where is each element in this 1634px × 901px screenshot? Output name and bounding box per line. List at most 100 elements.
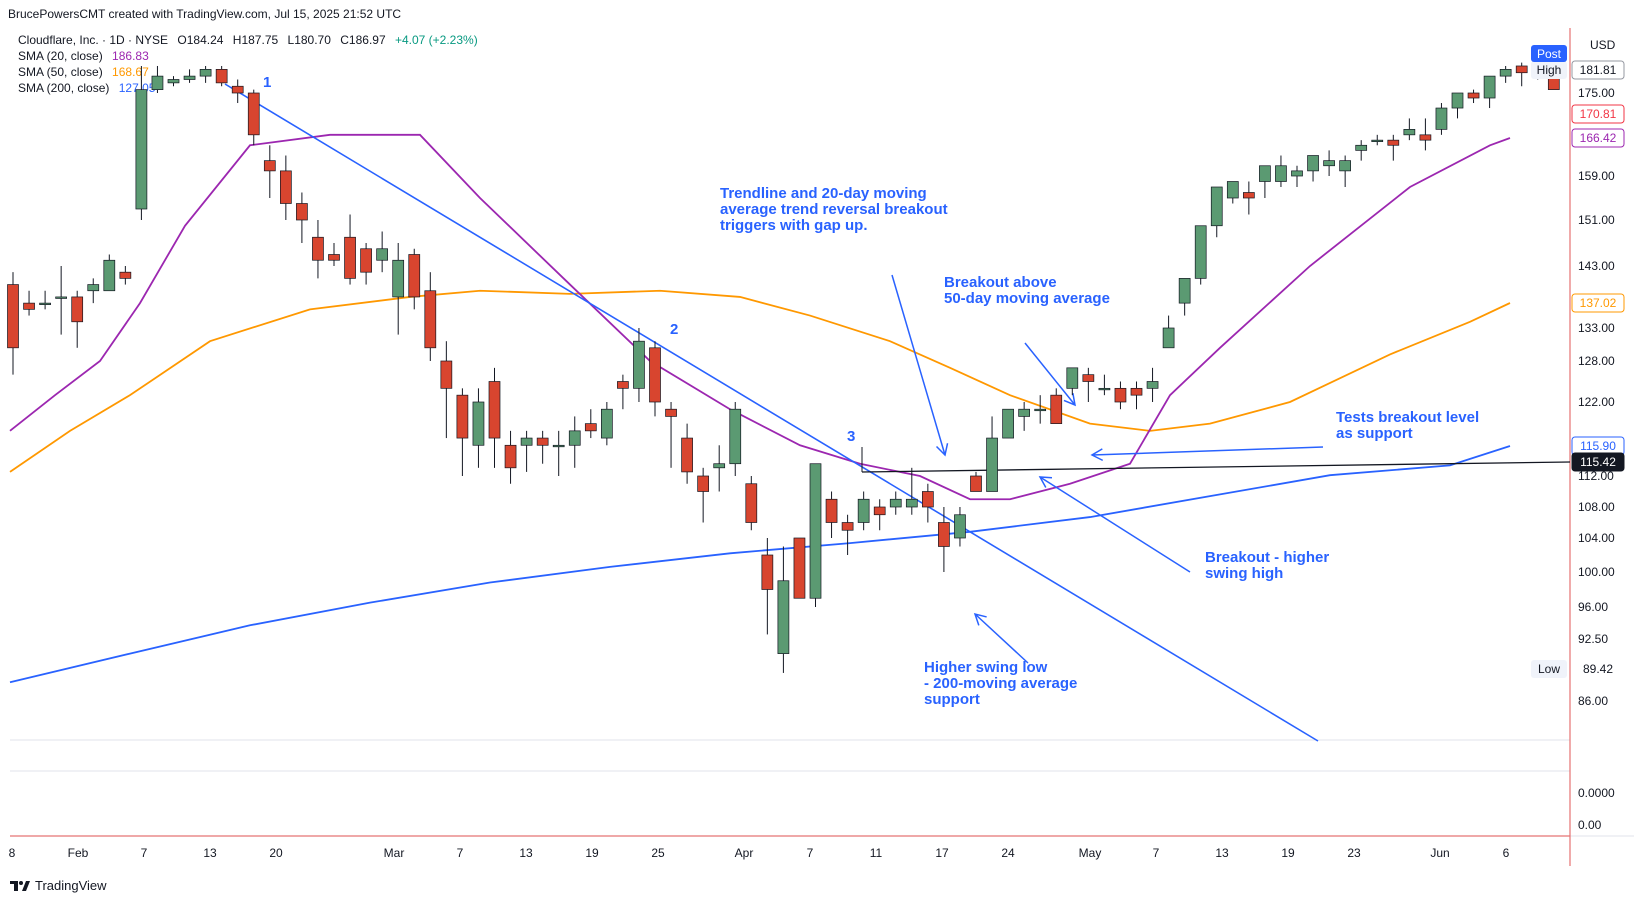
post-badge-label: Post — [1537, 47, 1562, 61]
time-tick-label: Jun — [1430, 846, 1449, 860]
candle-body — [1403, 129, 1416, 136]
candle-body — [199, 69, 212, 77]
time-tick-label: 19 — [1281, 846, 1295, 860]
candle-body — [215, 69, 228, 84]
price-axis[interactable]: 175.00 159.00 151.00 143.00 133.00 128.00 122.… — [1578, 86, 1615, 832]
annotation-text: Breakout - higher — [1205, 549, 1329, 566]
candle-body — [1210, 186, 1223, 227]
candle-body — [713, 463, 726, 469]
candle-body — [504, 444, 517, 469]
candle-body — [665, 408, 677, 417]
candle-body — [183, 75, 196, 80]
trendline-main[interactable] — [224, 83, 1319, 742]
candle-body — [119, 271, 132, 279]
price-tag-label: 137.02 — [1580, 296, 1617, 310]
candle-body — [568, 430, 581, 446]
arrow-trendline-breakout-head — [935, 443, 949, 457]
candle-body — [71, 296, 84, 323]
lower-pane-tick-label: 0.0000 — [1578, 786, 1615, 800]
price-tag-kind: High — [1537, 63, 1562, 77]
annotation-text: triggers with gap up. — [720, 217, 868, 234]
candle-body — [1419, 134, 1432, 141]
candle-body — [87, 284, 100, 292]
arrow-50day-breakout-head — [1063, 393, 1076, 407]
sma50-legend[interactable]: SMA (50, close) 168.67 — [18, 65, 155, 79]
candle-body — [697, 475, 710, 492]
candle-body — [761, 554, 774, 590]
time-tick-label: 8 — [9, 846, 16, 860]
candle-body — [1483, 75, 1496, 99]
swing-label: 3 — [847, 428, 855, 445]
price-tick-label: 151.00 — [1578, 213, 1615, 227]
annotation-text: swing high — [1205, 565, 1283, 582]
candle-body — [1002, 408, 1014, 439]
sma20-legend-value: 186.83 — [112, 49, 149, 63]
sma20-legend-label: SMA (20, close) — [18, 49, 103, 63]
candle-body — [841, 522, 854, 531]
candle-body — [1435, 107, 1448, 130]
price-tick-label: 100.00 — [1578, 565, 1615, 579]
candle-body — [857, 498, 870, 523]
price-tick-label: 112.00 — [1578, 469, 1614, 483]
ohlc-open: O184.24 — [177, 33, 224, 47]
sma20-line — [9, 133, 1511, 501]
annotation-text: Higher swing low — [924, 659, 1048, 676]
candle-body — [986, 437, 998, 492]
annotation-text: average trend reversal breakout — [720, 201, 948, 218]
annotation-text: as support — [1336, 425, 1413, 442]
footer-brand-text: TradingView — [35, 878, 107, 893]
price-tick-label: 133.00 — [1578, 321, 1615, 335]
time-tick-label: 17 — [935, 846, 949, 860]
price-tag-kind-bg — [1531, 61, 1567, 79]
footer-brand[interactable]: TradingView — [10, 878, 107, 893]
candle-body — [1114, 387, 1127, 403]
price-tick-label: 86.00 — [1578, 694, 1608, 708]
candle-body — [1146, 381, 1159, 389]
time-tick-label: 23 — [1347, 846, 1361, 860]
candle-body — [135, 89, 148, 210]
candle-body — [1467, 92, 1480, 99]
price-tag-label: 170.81 — [1580, 107, 1617, 121]
sma20-legend[interactable]: SMA (20, close) 186.83 — [18, 49, 155, 63]
price-tag-label: 166.42 — [1580, 131, 1617, 145]
candle-body — [1226, 181, 1239, 199]
candle-body — [793, 537, 806, 599]
candle-body — [1034, 408, 1047, 412]
sma50-line — [9, 289, 1511, 473]
time-tick-label: 6 — [1503, 846, 1510, 860]
price-tag-label: 115.90 — [1580, 439, 1616, 453]
price-tick-label: 108.00 — [1578, 500, 1615, 514]
time-tick-label: Apr — [735, 846, 754, 860]
candle-body — [392, 259, 405, 298]
candle-body — [344, 236, 356, 279]
price-tick-label: 159.00 — [1578, 169, 1615, 183]
time-axis[interactable]: 8 Feb 7 13 20 Mar 7 13 19 25 Apr 7 11 17 24 May 7 13 19 23 J… — [9, 846, 1510, 860]
candle-body — [1451, 92, 1464, 109]
price-tag-label: 89.42 — [1583, 662, 1613, 676]
candle-body — [921, 491, 934, 508]
candle-body — [23, 302, 35, 310]
breakout-level-line[interactable] — [861, 461, 1571, 473]
candle-body — [617, 381, 629, 389]
price-tag-label: 181.81 — [1580, 63, 1617, 77]
candle-body — [440, 360, 453, 389]
price-tick-label: 175.00 — [1578, 86, 1615, 100]
candle-body — [1515, 65, 1528, 74]
time-tick-label: May — [1079, 846, 1102, 860]
candle-body — [633, 340, 645, 389]
annotation-text: 50-day moving average — [944, 290, 1110, 307]
candle-body — [552, 444, 565, 448]
symbol-name[interactable]: Cloudflare, Inc. · 1D · NYSE — [18, 33, 169, 47]
candle-body — [1066, 367, 1079, 389]
price-tick-label: 104.00 — [1578, 531, 1615, 545]
sma200-legend-label: SMA (200, close) — [18, 81, 110, 95]
candle-body — [1387, 139, 1400, 146]
swing-label: 2 — [670, 321, 678, 338]
ohlc-low: L180.70 — [287, 33, 331, 47]
arrow-higher-swing-high — [1039, 476, 1191, 573]
candle-body — [408, 254, 421, 298]
candle-body — [536, 437, 549, 446]
time-tick-label: Mar — [384, 846, 405, 860]
